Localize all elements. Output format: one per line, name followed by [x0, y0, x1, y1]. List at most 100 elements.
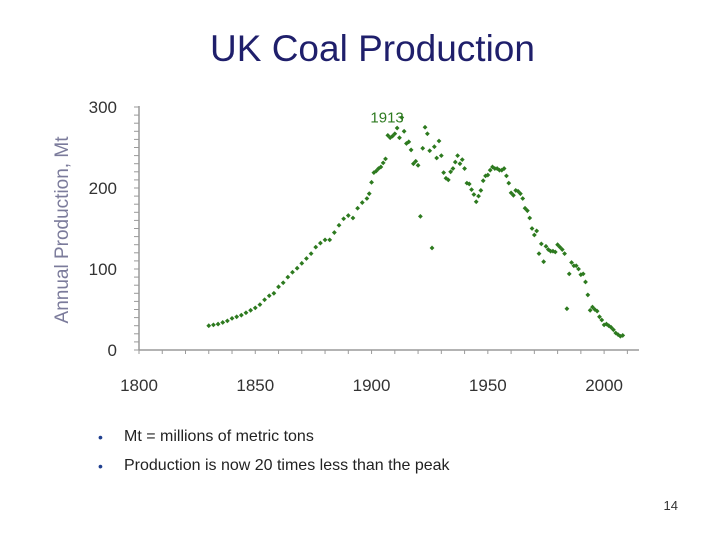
data-point	[401, 128, 407, 134]
data-point	[238, 312, 244, 318]
data-point	[543, 243, 549, 249]
data-point	[469, 187, 474, 193]
data-point	[466, 181, 472, 187]
data-point	[573, 263, 579, 269]
x-tick-label: 1800	[120, 376, 158, 395]
data-point	[517, 191, 523, 197]
bullet-item: • Mt = millions of metric tons	[98, 426, 450, 455]
data-point	[441, 170, 447, 176]
data-point	[494, 166, 500, 171]
data-point	[559, 247, 565, 252]
data-point	[369, 179, 374, 185]
data-point	[276, 284, 281, 290]
data-point	[464, 180, 470, 186]
data-point	[285, 274, 291, 280]
data-point	[211, 322, 216, 328]
data-point	[459, 157, 465, 163]
x-tick-label: 2000	[585, 376, 623, 395]
data-point	[436, 138, 442, 144]
data-point	[590, 304, 595, 310]
bullet-dot-icon: •	[98, 429, 103, 445]
data-point	[597, 314, 602, 320]
data-point	[538, 241, 544, 247]
data-point	[399, 115, 405, 120]
x-tick-label: 1950	[469, 376, 507, 395]
data-point	[536, 251, 542, 257]
data-point	[550, 248, 556, 254]
data-point	[355, 205, 361, 211]
data-point	[417, 213, 423, 219]
data-point	[552, 249, 558, 255]
data-point	[350, 215, 356, 221]
data-point	[271, 290, 277, 296]
data-point	[585, 292, 591, 298]
data-point	[434, 155, 440, 161]
data-point	[215, 321, 221, 327]
data-point	[471, 192, 477, 197]
x-tick-label: 1850	[236, 376, 274, 395]
data-point	[480, 178, 486, 184]
bullet-item: • Production is now 20 times less than th…	[98, 455, 450, 484]
data-point	[534, 228, 540, 234]
data-point	[406, 139, 412, 145]
data-point	[373, 168, 379, 174]
data-point	[266, 293, 272, 299]
data-point	[383, 156, 388, 162]
data-point	[380, 160, 386, 166]
data-point	[529, 226, 535, 231]
coal-production-chart: 0 100 200 300 1800 1850 1900 1950 2000 1913 Annu…	[52, 98, 639, 395]
page-number: 14	[663, 498, 678, 513]
slide-title: UK Coal Production	[210, 28, 535, 69]
data-point	[531, 232, 537, 238]
data-point	[413, 158, 419, 164]
data-point	[248, 307, 254, 313]
data-point	[457, 161, 463, 167]
data-point	[541, 259, 547, 265]
data-point	[431, 144, 437, 150]
y-tick-label: 200	[89, 179, 117, 198]
data-point	[220, 320, 226, 325]
data-point	[290, 269, 295, 275]
data-point	[331, 230, 337, 235]
data-point	[504, 173, 509, 179]
chart-axes	[134, 106, 639, 354]
y-tick-label: 100	[89, 260, 117, 279]
data-point	[473, 199, 479, 205]
data-point	[476, 193, 481, 199]
data-point	[501, 166, 507, 171]
data-point	[524, 208, 530, 214]
data-point	[299, 260, 305, 266]
data-point	[620, 333, 626, 338]
data-point	[487, 167, 493, 173]
data-point	[206, 323, 212, 329]
bullet-text: Mt = millions of metric tons	[124, 428, 314, 445]
data-point	[429, 245, 435, 251]
data-point	[224, 318, 230, 324]
data-point	[364, 196, 370, 201]
data-point	[229, 316, 235, 321]
data-point	[587, 307, 593, 313]
data-point	[445, 177, 451, 183]
chart-annotations: 1913	[370, 110, 403, 127]
data-point	[304, 256, 309, 261]
data-point	[415, 162, 421, 168]
data-point	[448, 169, 454, 175]
data-point	[234, 314, 240, 320]
data-point	[397, 135, 402, 141]
data-point	[485, 172, 491, 178]
data-point	[511, 192, 516, 198]
data-point	[371, 170, 377, 176]
data-point	[262, 297, 267, 303]
data-point	[566, 271, 572, 277]
data-point	[608, 324, 614, 330]
data-point	[545, 247, 551, 252]
data-point	[478, 188, 484, 193]
y-tick-label: 300	[89, 98, 117, 117]
y-tick-label: 0	[108, 341, 117, 360]
data-point	[252, 305, 258, 311]
chart-points	[206, 115, 626, 339]
data-point	[327, 237, 333, 243]
data-point	[569, 260, 574, 265]
data-point	[317, 240, 323, 246]
data-point	[564, 306, 570, 312]
